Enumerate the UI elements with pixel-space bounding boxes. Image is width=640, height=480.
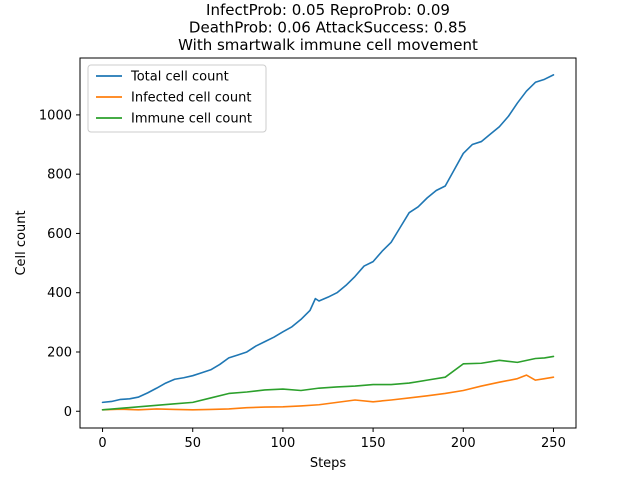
x-tick-label: 0 [98,436,106,451]
chart-title-line: DeathProb: 0.06 AttackSuccess: 0.85 [189,19,467,37]
series-line-2 [101,374,555,411]
x-tick-label: 200 [451,436,476,451]
chart-title: InfectProb: 0.05 ReproProb: 0.09DeathPro… [178,1,478,54]
x-axis-label: Steps [310,456,347,471]
legend-label: Total cell count [130,70,229,85]
legend-box [87,64,267,133]
y-tick-label: 200 [47,345,72,360]
legend-label: Infected cell count [131,91,251,106]
series-lines [101,74,555,411]
x-axis-ticks: 0 50 100 150 200 250 [98,428,566,451]
y-tick-label: 400 [47,286,72,301]
plot-frame [79,57,577,429]
legend: Total cell count Infected cell count Immun… [87,64,267,133]
series-line-1 [101,74,555,404]
series-line-3 [101,355,555,411]
x-tick-label: 100 [270,436,295,451]
y-tick-label: 0 [64,405,72,420]
chart-title-line: InfectProb: 0.05 ReproProb: 0.09 [206,1,450,19]
y-tick-label: 1000 [39,108,72,123]
legend-label: Immune cell count [131,112,252,127]
y-tick-label: 600 [47,227,72,242]
y-tick-label: 800 [47,168,72,183]
y-axis-ticks: 0 200 400 600 800 1000 [39,108,80,420]
chart-title-line: With smartwalk immune cell movement [178,36,478,54]
y-axis-label: Cell count [14,210,29,275]
x-tick-label: 250 [541,436,566,451]
x-tick-label: 150 [361,436,386,451]
x-tick-label: 50 [184,436,201,451]
